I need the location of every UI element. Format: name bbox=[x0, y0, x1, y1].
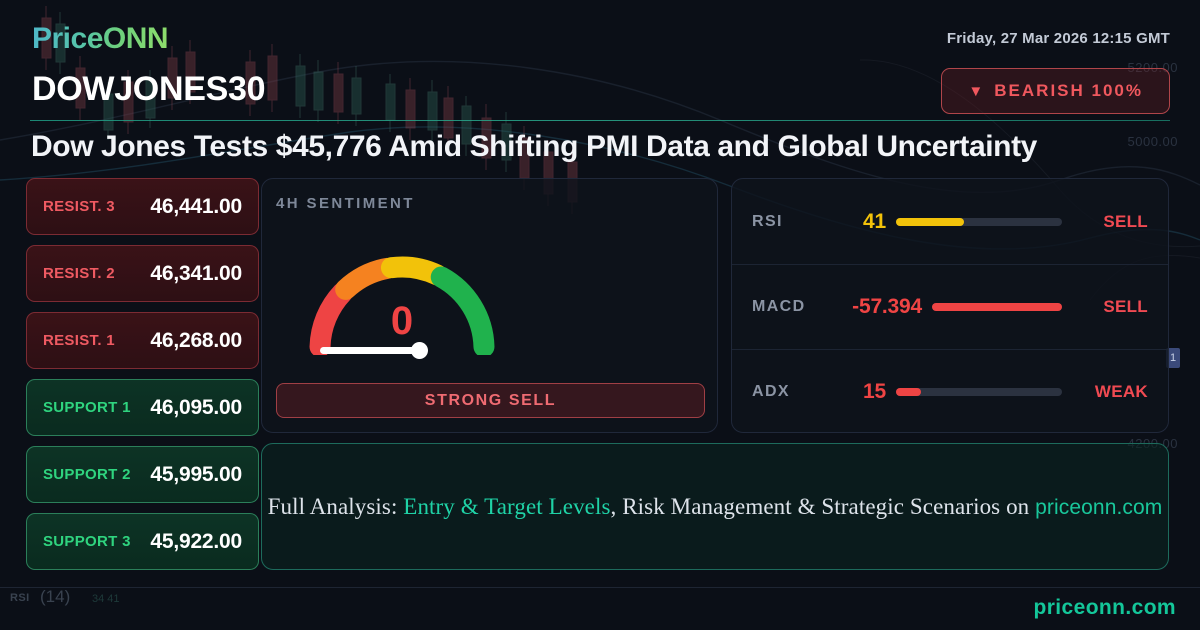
page-title: DOWJONES30 bbox=[32, 70, 266, 108]
table-row: ADX 15 WEAK bbox=[732, 349, 1168, 434]
level-value: 45,922.00 bbox=[150, 529, 242, 553]
watermark: priceonn.com bbox=[1033, 596, 1176, 619]
list-item: RESIST. 3 46,441.00 bbox=[26, 178, 259, 235]
indicator-fill bbox=[896, 217, 965, 226]
list-item: SUPPORT 1 46,095.00 bbox=[26, 379, 259, 436]
indicator-value: -57.394 bbox=[852, 295, 922, 318]
indicator-name: RSI bbox=[752, 212, 783, 230]
gauge-segment-neutral bbox=[380, 256, 448, 286]
footer-divider bbox=[0, 587, 1200, 588]
timestamp: Friday, 27 Mar 2026 12:15 GMT bbox=[946, 30, 1170, 47]
level-label: RESIST. 2 bbox=[43, 265, 115, 282]
indicators-card: RSI 41 SELL MACD -57.394 SELL ADX 15 WEA… bbox=[731, 178, 1169, 433]
indicator-track bbox=[932, 303, 1062, 311]
level-label: RESIST. 1 bbox=[43, 332, 115, 349]
gauge-needle-hub bbox=[411, 342, 428, 359]
sentiment-gauge: 0 bbox=[282, 237, 522, 362]
analysis-banner: Full Analysis: Entry & Target Levels, Ri… bbox=[261, 443, 1169, 570]
indicator-track bbox=[896, 388, 1062, 396]
indicator-track bbox=[896, 217, 1062, 226]
triangle-down-icon: ▼ bbox=[968, 82, 984, 100]
sentiment-card: 4H SENTIMENT 0 STRONG SELL bbox=[261, 178, 718, 433]
gauge-value: 0 bbox=[390, 299, 414, 343]
analysis-site-link[interactable]: priceonn.com bbox=[1035, 495, 1163, 519]
level-label: SUPPORT 3 bbox=[43, 533, 131, 550]
gauge-arc bbox=[309, 256, 495, 358]
indicator-fill bbox=[932, 303, 1062, 311]
list-item: SUPPORT 3 45,922.00 bbox=[26, 513, 259, 570]
level-label: RESIST. 3 bbox=[43, 198, 115, 215]
gauge-needle bbox=[320, 347, 424, 354]
table-row: RSI 41 SELL bbox=[732, 179, 1168, 264]
list-item: SUPPORT 2 45,995.00 bbox=[26, 446, 259, 503]
level-value: 46,268.00 bbox=[150, 328, 242, 352]
indicator-fill bbox=[896, 388, 921, 396]
indicator-name: ADX bbox=[752, 383, 790, 400]
status-badge-label: BEARISH 100% bbox=[994, 81, 1143, 100]
indicator-value: 15 bbox=[863, 380, 886, 403]
list-item: RESIST. 2 46,341.00 bbox=[26, 245, 259, 302]
brand-logo: PriceONN bbox=[32, 22, 169, 55]
indicator-signal: WEAK bbox=[1094, 382, 1148, 401]
analysis-text: Full Analysis: Entry & Target Levels, Ri… bbox=[268, 494, 1163, 520]
indicator-signal: SELL bbox=[1103, 297, 1148, 316]
indicator-value: 41 bbox=[863, 209, 886, 233]
gauge-segment-buy bbox=[430, 266, 495, 358]
list-item: RESIST. 1 46,268.00 bbox=[26, 312, 259, 369]
header-divider bbox=[30, 120, 1170, 121]
level-label: SUPPORT 1 bbox=[43, 399, 131, 416]
level-value: 46,341.00 bbox=[150, 261, 242, 285]
analysis-prefix: Full Analysis: bbox=[267, 493, 404, 519]
analysis-accent-link[interactable]: Entry & Target Levels bbox=[403, 493, 611, 519]
level-value: 46,441.00 bbox=[150, 194, 242, 218]
gauge-segment-sell bbox=[335, 257, 398, 300]
sentiment-title: 4H SENTIMENT bbox=[276, 195, 415, 212]
table-row: MACD -57.394 SELL bbox=[732, 264, 1168, 349]
indicator-name: MACD bbox=[752, 298, 806, 315]
headline: Dow Jones Tests $45,776 Amid Shifting PM… bbox=[31, 130, 1037, 163]
verdict-badge: STRONG SELL bbox=[276, 383, 705, 418]
level-label: SUPPORT 2 bbox=[43, 466, 131, 483]
levels-list: RESIST. 3 46,441.00 RESIST. 2 46,341.00 … bbox=[26, 178, 259, 580]
level-value: 46,095.00 bbox=[150, 395, 242, 419]
status-badge: ▼ BEARISH 100% bbox=[941, 68, 1170, 114]
analysis-middle: , Risk Management & Strategic Scenarios … bbox=[610, 493, 1036, 519]
indicator-signal: SELL bbox=[1103, 211, 1148, 231]
level-value: 45,995.00 bbox=[150, 462, 242, 486]
